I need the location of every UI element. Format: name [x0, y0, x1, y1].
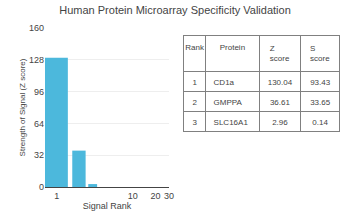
- svg-text:0: 0: [39, 182, 44, 192]
- svg-text:CD1a: CD1a: [214, 78, 235, 87]
- svg-text:1: 1: [54, 191, 59, 201]
- svg-text:Strength of Signal (Z score): Strength of Signal (Z score): [18, 58, 27, 156]
- svg-text:64: 64: [34, 119, 44, 129]
- svg-text:93.43: 93.43: [310, 78, 331, 87]
- svg-text:130.04: 130.04: [268, 78, 293, 87]
- svg-text:2: 2: [192, 98, 197, 107]
- svg-text:2.96: 2.96: [272, 118, 288, 127]
- svg-text:128: 128: [29, 55, 44, 65]
- svg-text:1: 1: [192, 78, 197, 87]
- svg-text:Rank: Rank: [185, 43, 205, 52]
- svg-text:SLC16A1: SLC16A1: [214, 118, 249, 127]
- svg-text:Signal Rank: Signal Rank: [83, 201, 132, 211]
- svg-text:160: 160: [29, 23, 44, 33]
- svg-text:0.14: 0.14: [312, 118, 328, 127]
- svg-text:33.65: 33.65: [310, 98, 331, 107]
- svg-text:Protein: Protein: [220, 43, 245, 52]
- svg-text:Sscore: Sscore: [310, 44, 330, 63]
- svg-text:Zscore: Zscore: [270, 44, 290, 63]
- svg-text:36.61: 36.61: [270, 98, 291, 107]
- svg-text:10: 10: [128, 191, 138, 201]
- svg-text:GMPPA: GMPPA: [214, 98, 243, 107]
- svg-text:20: 20: [151, 191, 161, 201]
- svg-text:3: 3: [192, 118, 197, 127]
- svg-text:96: 96: [34, 87, 44, 97]
- svg-text:30: 30: [164, 191, 174, 201]
- svg-text:Human Protein Microarray Speci: Human Protein Microarray Specificity Val…: [59, 4, 291, 16]
- svg-text:32: 32: [34, 150, 44, 160]
